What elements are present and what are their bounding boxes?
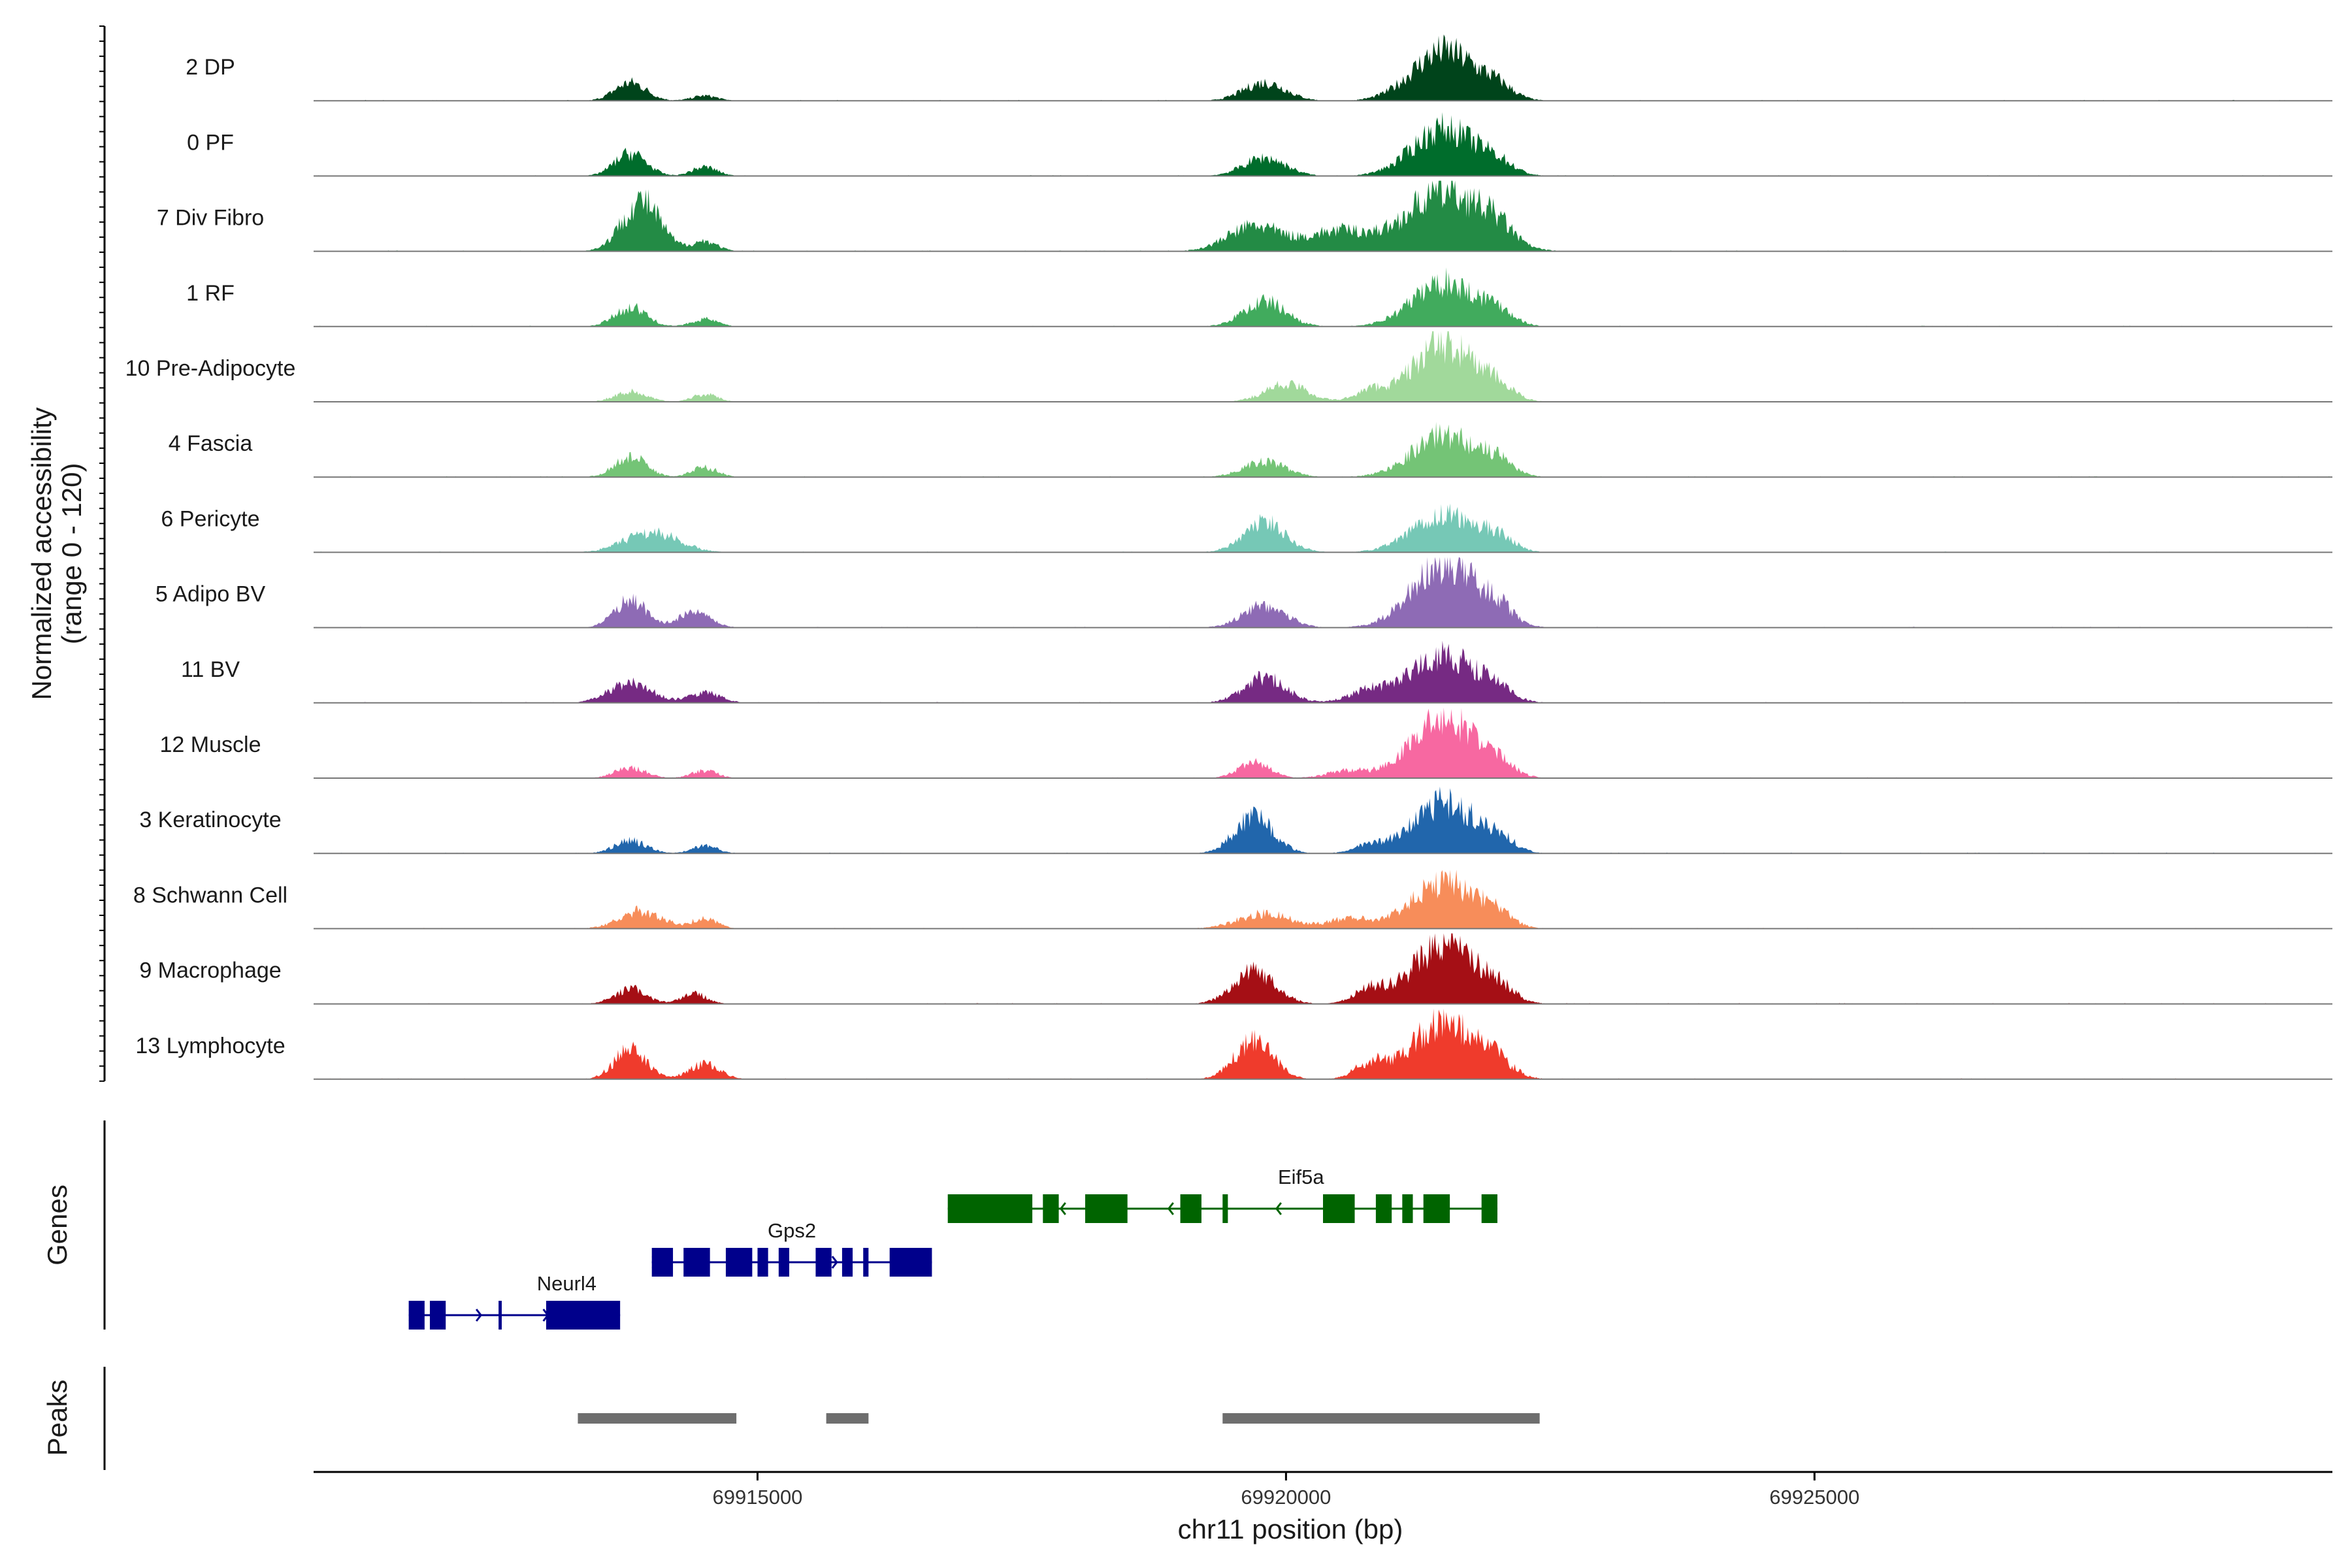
track-label: 13 Lymphocyte: [135, 1034, 285, 1058]
track-label: 8 Schwann Cell: [133, 883, 287, 907]
gene-exon: [498, 1301, 502, 1330]
gene-exon: [841, 1248, 853, 1277]
x-tick-label: 69925000: [1769, 1486, 1859, 1509]
y-axis-subtitle: (range 0 - 120): [56, 463, 87, 644]
strand-arrow: [1167, 1202, 1174, 1215]
track-label: 10 Pre-Adipocyte: [125, 356, 296, 381]
coverage-track: 5 Adipo BV: [155, 557, 2332, 629]
coverage-track: 12 Muscle: [160, 708, 2332, 779]
coverage-area: [314, 933, 2332, 1004]
gene-exon: [725, 1248, 753, 1277]
track-label: 2 DP: [186, 55, 235, 80]
track-label: 5 Adipo BV: [155, 582, 266, 607]
coverage-tracks: 2 DP 0 PF 7 Div Fibro 1 RF 10 Pre-Adipocyte 4…: [125, 34, 2332, 1080]
gene-exon: [1481, 1194, 1497, 1223]
gene-exon: [1323, 1194, 1355, 1223]
coverage-area: [314, 421, 2332, 478]
x-axis: 69915000 69920000 69925000 chr11 position (…: [314, 1471, 2332, 1544]
gene-exon: [757, 1248, 768, 1277]
gene-track: Genes Neurl4 Gps2 Eif5a: [42, 1120, 1498, 1330]
peak-region: [826, 1413, 869, 1424]
strand-arrow: [831, 1256, 838, 1269]
gene-exon: [651, 1248, 674, 1277]
coverage-track: 11 BV: [181, 640, 2332, 704]
track-label: 4 Fascia: [169, 431, 253, 456]
coverage-track: 2 DP: [186, 34, 2332, 102]
coverage-track: 3 Keratinocyte: [139, 787, 2332, 855]
peak-region: [578, 1413, 737, 1424]
coverage-area: [314, 180, 2332, 252]
coverage-area: [314, 557, 2332, 628]
coverage-area: [314, 708, 2332, 778]
coverage-track: 9 Macrophage: [139, 933, 2332, 1005]
gene-exon: [683, 1248, 710, 1277]
gene-label: Gps2: [768, 1219, 816, 1242]
coverage-track: 7 Div Fibro: [157, 180, 2332, 252]
gene-exon: [778, 1248, 790, 1277]
genes-axis-title: Genes: [42, 1184, 73, 1266]
track-label: 12 Muscle: [160, 732, 261, 757]
coverage-area: [314, 870, 2332, 929]
peak-region: [1222, 1413, 1540, 1424]
track-label: 1 RF: [186, 281, 235, 306]
gene-model: Neurl4: [408, 1272, 621, 1330]
gene-exon: [947, 1194, 1033, 1223]
strand-arrow: [475, 1309, 483, 1322]
coverage-area: [314, 112, 2332, 176]
strand-arrow: [1275, 1202, 1282, 1215]
gene-exon: [1085, 1194, 1128, 1223]
strand-arrow: [1059, 1202, 1066, 1215]
gene-model: Eif5a: [947, 1166, 1498, 1223]
gene-exon: [1402, 1194, 1413, 1223]
peak-track: Peaks: [42, 1367, 1540, 1470]
coverage-track: 13 Lymphocyte: [135, 1008, 2332, 1080]
coverage-track: 10 Pre-Adipocyte: [125, 331, 2332, 402]
gene-exon: [408, 1301, 425, 1330]
coverage-track: 8 Schwann Cell: [133, 870, 2332, 930]
x-tick-label: 69915000: [713, 1486, 803, 1509]
peaks-axis-title: Peaks: [42, 1380, 73, 1456]
gene-exon: [1423, 1194, 1450, 1223]
track-label: 0 PF: [187, 130, 234, 155]
gene-exon: [1375, 1194, 1392, 1223]
y-axis-title: Normalized accessibility: [26, 407, 57, 700]
gene-exon: [1180, 1194, 1201, 1223]
coverage-area: [314, 331, 2332, 402]
x-axis-title: chr11 position (bp): [1178, 1514, 1403, 1544]
gene-label: Neurl4: [537, 1272, 596, 1295]
coverage-area: [314, 34, 2332, 101]
coverage-area: [314, 1008, 2332, 1079]
gene-exon: [546, 1301, 621, 1330]
gene-model: Gps2: [651, 1219, 932, 1277]
x-tick-label: 69920000: [1241, 1486, 1331, 1509]
gene-exon: [815, 1248, 832, 1277]
track-label: 7 Div Fibro: [157, 206, 264, 231]
coverage-area: [314, 640, 2332, 703]
gene-exon: [863, 1248, 869, 1277]
track-label: 9 Macrophage: [139, 958, 281, 983]
y-axis: Normalized accessibility (range 0 - 120): [26, 25, 106, 1082]
coverage-track: 1 RF: [186, 267, 2332, 327]
coverage-area: [314, 787, 2332, 854]
coverage-area: [314, 503, 2332, 553]
coverage-track: 6 Pericyte: [161, 503, 2332, 553]
coverage-track: 4 Fascia: [169, 421, 2332, 478]
coverage-area: [314, 267, 2332, 327]
track-label: 6 Pericyte: [161, 506, 259, 531]
gene-exon: [889, 1248, 932, 1277]
gene-exon: [429, 1301, 446, 1330]
gene-exon: [1222, 1194, 1228, 1223]
gene-exon: [1043, 1194, 1059, 1223]
track-label: 3 Keratinocyte: [139, 808, 281, 832]
gene-label: Eif5a: [1278, 1166, 1324, 1188]
coverage-track: 0 PF: [187, 112, 2332, 177]
track-label: 11 BV: [181, 657, 240, 682]
